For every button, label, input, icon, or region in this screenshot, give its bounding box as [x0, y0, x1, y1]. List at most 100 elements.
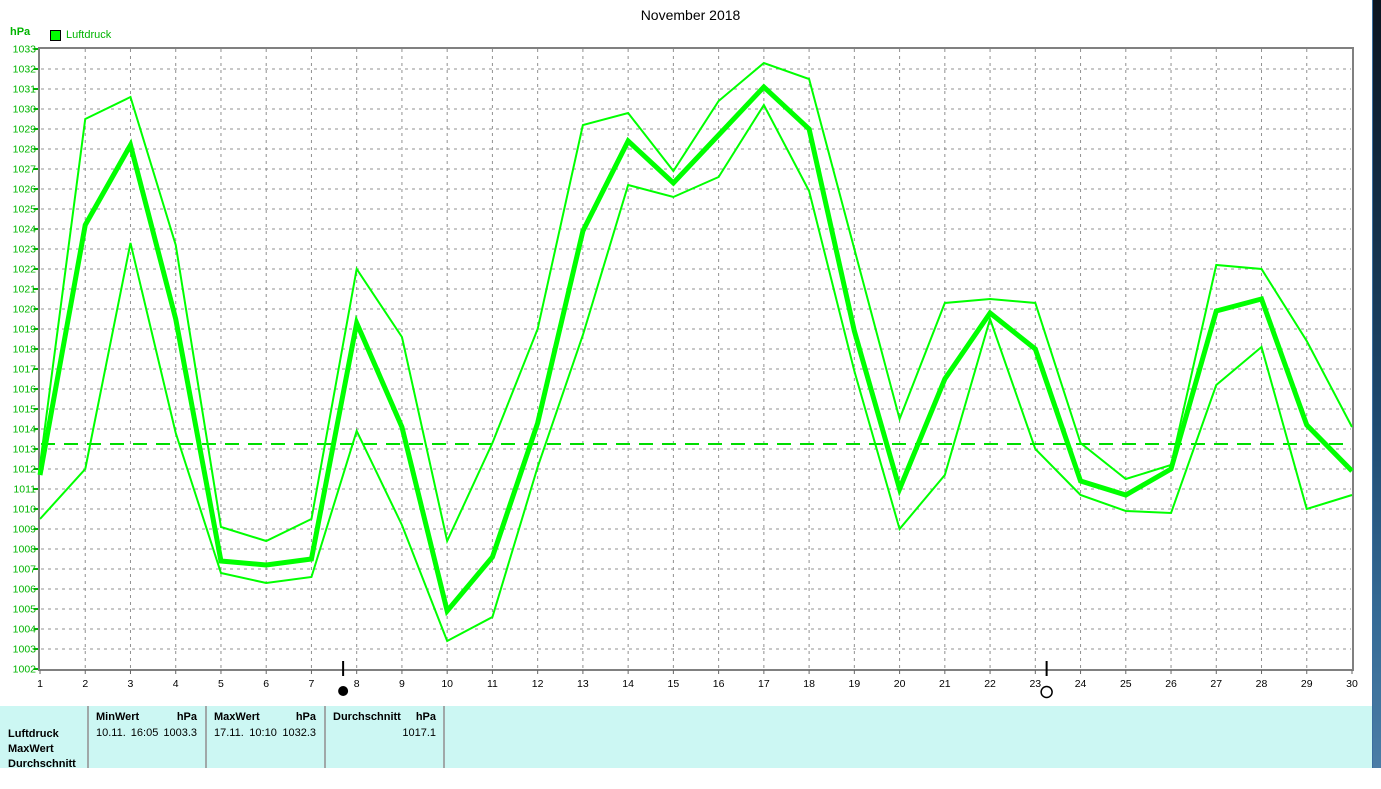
y-tick-label: 1002	[13, 664, 37, 676]
durchschnitt-unit: hPa	[415, 711, 436, 723]
maxwert-value: 1032.3	[282, 727, 316, 739]
desktop-edge-strip	[1372, 0, 1381, 768]
y-tick-label: 1008	[13, 544, 37, 556]
x-tick-label: 18	[803, 678, 815, 690]
x-tick-label: 6	[263, 678, 269, 690]
x-tick-label: 24	[1075, 678, 1087, 690]
y-tick-label: 1033	[13, 44, 37, 56]
legend-label: Luftdruck	[66, 29, 112, 41]
y-tick-label: 1023	[13, 244, 37, 256]
new-moon-icon	[338, 686, 349, 696]
y-tick-label: 1005	[13, 604, 37, 616]
y-tick-label: 1031	[13, 84, 37, 96]
y-tick-label: 1015	[13, 404, 37, 416]
y-tick-label: 1017	[13, 364, 37, 376]
y-tick-label: 1013	[13, 444, 37, 456]
x-tick-label: 27	[1210, 678, 1222, 690]
x-tick-label: 11	[487, 678, 498, 690]
x-tick-label: 8	[354, 678, 360, 690]
x-tick-label: 5	[218, 678, 224, 690]
table-col-minwert: MinWert hPa 10.11. 16:05 1003.3	[89, 706, 204, 768]
maxwert-time: 10:10	[249, 727, 277, 739]
x-tick-label: 3	[128, 678, 134, 690]
page-title: November 2018	[640, 7, 741, 23]
legend: Luftdruck	[50, 29, 111, 41]
y-tick-label: 1029	[13, 124, 37, 136]
y-tick-label: 1022	[13, 264, 37, 276]
table-separator	[205, 706, 207, 768]
x-tick-label: 13	[577, 678, 589, 690]
minwert-time: 16:05	[130, 727, 159, 739]
y-tick-label: 1011	[13, 484, 36, 496]
pressure-chart: 1002100310041005100610071008100910101011…	[13, 44, 1358, 699]
x-tick-label: 30	[1346, 678, 1358, 690]
full-moon-icon	[1040, 685, 1053, 699]
x-tick-label: 14	[622, 678, 634, 690]
x-tick-label: 26	[1165, 678, 1177, 690]
maxwert-header: MaxWert	[214, 711, 260, 723]
x-tick-label: 12	[532, 678, 544, 690]
y-tick-label: 1019	[13, 324, 37, 336]
table-separator	[443, 706, 445, 768]
y-tick-label: 1030	[13, 104, 37, 116]
x-tick-label: 7	[309, 678, 315, 690]
table-col-durchschnitt: Durchschnitt hPa 1017.1	[326, 706, 443, 768]
x-tick-label: 25	[1120, 678, 1132, 690]
y-tick-label: 1028	[13, 144, 37, 156]
x-tick-label: 15	[668, 678, 680, 690]
x-tick-label: 4	[173, 678, 179, 690]
y-tick-label: 1032	[13, 64, 37, 76]
max-pressure-line	[39, 61, 1353, 545]
minwert-date: 10.11.	[96, 727, 126, 739]
plot-border	[38, 47, 1354, 671]
table-separator	[324, 706, 326, 768]
table-row-label-luftdruck: Luftdruck	[8, 728, 59, 740]
min-pressure-line	[39, 102, 1353, 643]
table-col-maxwert: MaxWert hPa 17.11. 10:10 1032.3	[207, 706, 323, 768]
y-tick-label: 1009	[13, 524, 37, 536]
y-tick-label: 1004	[13, 624, 37, 636]
y-tick-label: 1018	[13, 344, 37, 356]
x-tick-label: 16	[713, 678, 725, 690]
summary-table: Luftdruck MaxWert Durchschnitt MinWert h…	[0, 706, 1373, 770]
y-tick-label: 1003	[13, 644, 37, 656]
x-tick-label: 28	[1256, 678, 1268, 690]
x-tick-label: 19	[849, 678, 861, 690]
y-axis-unit-label: hPa	[10, 26, 31, 38]
x-tick-label: 23	[1029, 678, 1041, 690]
y-tick-label: 1006	[13, 584, 37, 596]
x-tick-label: 10	[441, 678, 453, 690]
table-separator	[87, 706, 89, 768]
y-tick-label: 1010	[13, 504, 37, 516]
x-tick-label: 22	[984, 678, 996, 690]
y-tick-label: 1012	[13, 464, 37, 476]
x-tick-label: 2	[82, 678, 88, 690]
y-tick-label: 1020	[13, 304, 37, 316]
x-tick-label: 17	[758, 678, 770, 690]
x-tick-label: 20	[894, 678, 906, 690]
table-row-labels: Luftdruck MaxWert Durchschnitt	[0, 706, 95, 789]
x-tick-label: 21	[939, 678, 951, 690]
x-tick-label: 29	[1301, 678, 1313, 690]
maxwert-date: 17.11.	[214, 727, 244, 739]
y-tick-label: 1021	[13, 284, 37, 296]
y-tick-label: 1027	[13, 164, 37, 176]
y-tick-label: 1014	[13, 424, 37, 436]
minwert-header: MinWert	[96, 711, 140, 723]
y-tick-label: 1007	[13, 564, 37, 576]
legend-swatch-icon	[50, 29, 61, 41]
table-row-label-durchschnitt: Durchschnitt	[8, 758, 76, 770]
y-tick-label: 1016	[13, 384, 37, 396]
x-tick-label: 9	[399, 678, 405, 690]
mean-pressure-line	[37, 83, 1354, 617]
x-tick-label: 1	[37, 678, 43, 690]
y-tick-label: 1025	[13, 204, 37, 216]
y-tick-label: 1026	[13, 184, 37, 196]
table-row-label-maxwert: MaxWert	[8, 743, 54, 755]
maxwert-unit: hPa	[295, 711, 316, 723]
minwert-value: 1003.3	[163, 727, 197, 739]
y-tick-label: 1024	[13, 224, 37, 236]
durchschnitt-header: Durchschnitt	[333, 711, 401, 723]
minwert-unit: hPa	[176, 711, 197, 723]
durchschnitt-value: 1017.1	[402, 727, 436, 739]
